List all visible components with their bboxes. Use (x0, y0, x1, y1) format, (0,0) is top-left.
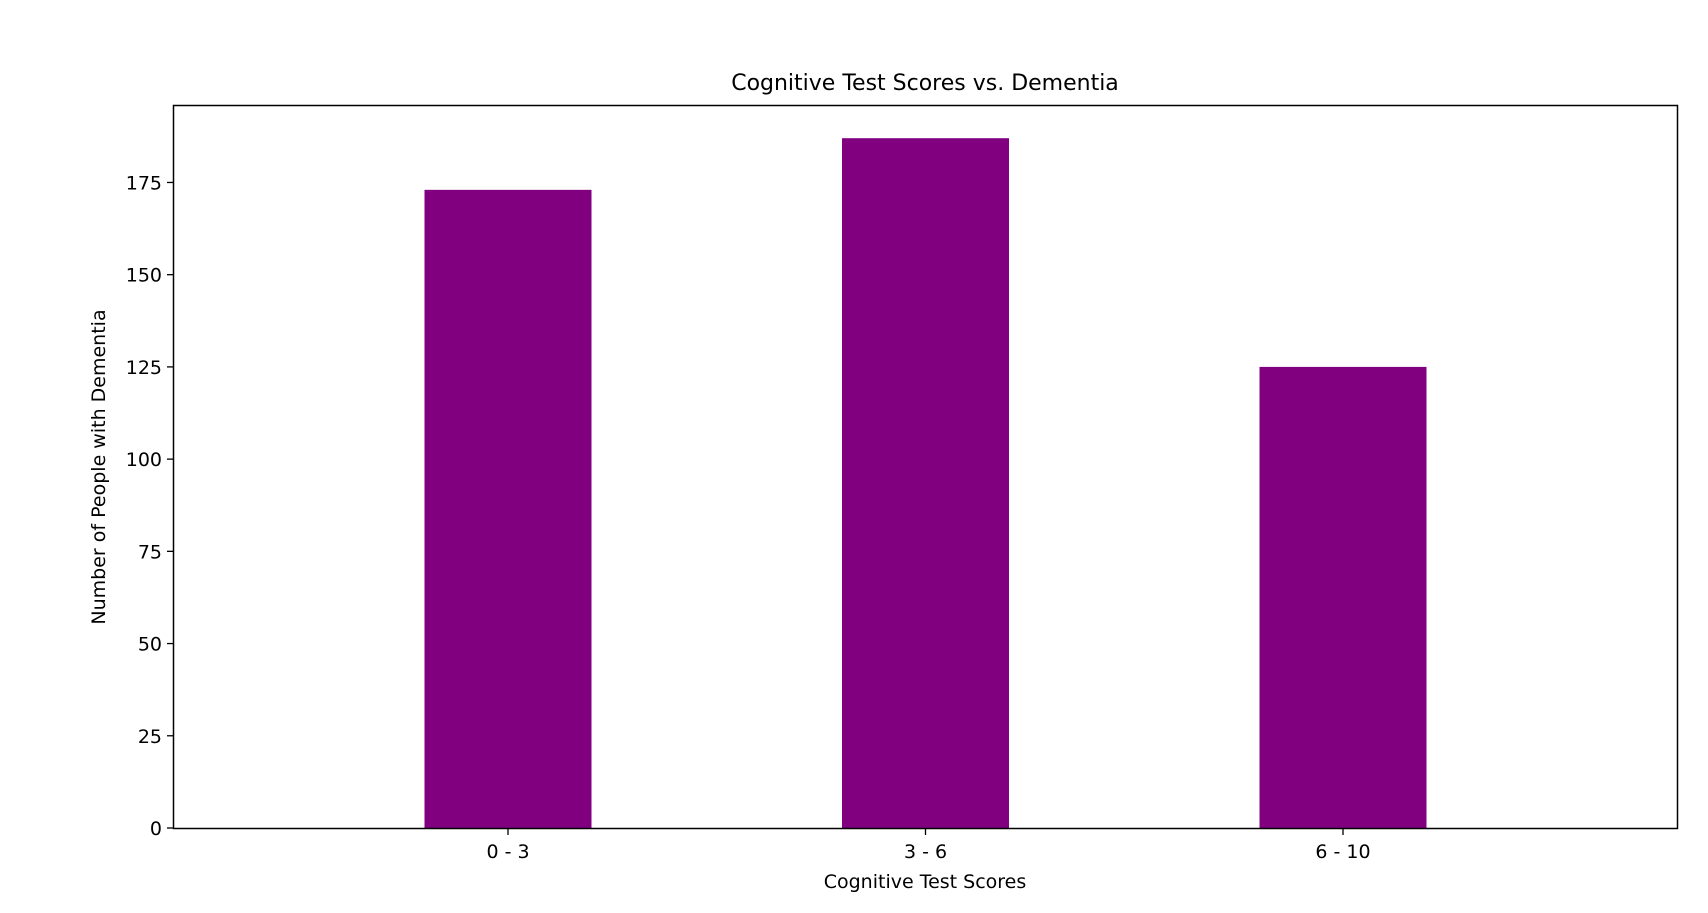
bar-6-10 (1259, 366, 1427, 828)
x-tick-label: 0 - 3 (486, 841, 529, 863)
bars-group (424, 138, 1427, 828)
y-tick-label: 25 (138, 726, 162, 748)
bar-0-3 (424, 189, 592, 828)
y-axis-label: Number of People with Dementia (88, 309, 110, 624)
x-tick-label: 6 - 10 (1315, 841, 1370, 863)
y-axis-ticks: 0 25 50 75 100 125 150 175 (126, 172, 174, 840)
bar-3-6 (842, 138, 1009, 828)
y-tick-label: 0 (150, 818, 162, 840)
x-axis-ticks: 0 - 3 3 - 6 6 - 10 (486, 828, 1371, 863)
y-tick-label: 100 (126, 449, 162, 471)
y-tick-label: 125 (126, 357, 162, 379)
y-tick-label: 175 (126, 172, 162, 194)
y-tick-label: 50 (138, 634, 162, 656)
chart-title: Cognitive Test Scores vs. Dementia (731, 71, 1119, 96)
y-tick-label: 150 (126, 265, 162, 287)
plot-area: 0 25 50 75 100 125 150 175 0 - 3 3 - 6 6 - 10 (126, 104, 1679, 863)
x-axis-label: Cognitive Test Scores (824, 871, 1027, 893)
y-tick-label: 75 (138, 541, 162, 563)
x-tick-label: 3 - 6 (904, 841, 947, 863)
